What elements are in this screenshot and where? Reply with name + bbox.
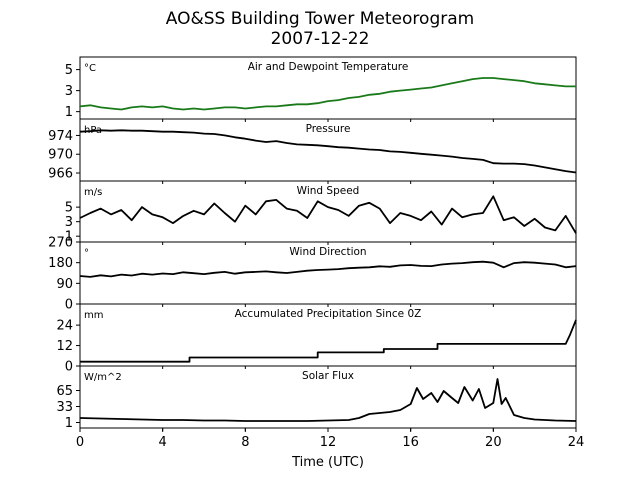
series-line-1 <box>80 319 577 363</box>
series-line-1 <box>79 260 577 278</box>
panel-5: 0 12 24 mm Accumulated Precipitation Since 0… <box>56 303 577 375</box>
y-tick-label: 33 <box>56 400 73 415</box>
chart-subtitle: 2007-12-22 <box>271 29 370 49</box>
x-tick-label: 20 <box>485 435 502 450</box>
x-axis: 0 4 8 12 16 20 24 <box>76 428 584 450</box>
y-tick-label: 3 <box>65 215 73 230</box>
y-tick-label: 1 <box>65 105 73 120</box>
unit-label: m/s <box>84 187 102 198</box>
panel-title: Wind Direction <box>289 246 366 258</box>
chart-title: AO&SS Building Tower Meteorogram <box>166 9 474 29</box>
y-tick-label: 5 <box>65 63 73 78</box>
panel-1: 1 3 5 °C Air and Dewpoint Temperature <box>65 56 577 122</box>
series-line-1 <box>79 378 577 422</box>
y-tick-label: 974 <box>48 129 73 144</box>
x-tick-label: 0 <box>76 435 84 450</box>
unit-label: °C <box>84 63 96 74</box>
y-tick-label: 3 <box>65 84 73 99</box>
series-line-1 <box>79 77 576 111</box>
x-tick-label: 12 <box>320 435 337 450</box>
y-tick-label: 24 <box>56 319 73 334</box>
y-tick-label: 966 <box>48 167 73 182</box>
y-tick-label: 90 <box>56 277 73 292</box>
panel-title: Solar Flux <box>302 370 354 382</box>
panels-group: 135 °C Air and Dewpoint Temperature9669709… <box>48 56 577 431</box>
y-tick-label: 1 <box>65 230 73 245</box>
y-tick-label: 180 <box>48 256 73 271</box>
panel-title: Wind Speed <box>297 185 360 197</box>
panel-3: 135 m/s Wind Speed <box>65 180 577 245</box>
y-tick-label: 5 <box>65 201 73 216</box>
y-tick-label: 65 <box>56 384 73 399</box>
unit-label: W/m^2 <box>84 372 122 383</box>
y-tick-label: 270 <box>48 236 73 251</box>
series-line-1 <box>79 129 577 174</box>
y-tick-label: 0 <box>65 360 73 375</box>
x-tick-label: 8 <box>241 435 249 450</box>
x-tick-label: 4 <box>159 435 167 450</box>
x-axis-title: Time (UTC) <box>291 455 364 470</box>
x-tick-label: 16 <box>402 435 419 450</box>
series-line-1 <box>79 195 577 234</box>
panel-title: Accumulated Precipitation Since 0Z <box>235 308 422 320</box>
panel-title: Air and Dewpoint Temperature <box>248 61 409 73</box>
y-tick-label: 970 <box>48 148 73 163</box>
y-tick-label: 0 <box>65 298 73 313</box>
panel-title: Pressure <box>306 123 351 135</box>
y-tick-label: 1 <box>65 416 73 431</box>
unit-label: mm <box>84 310 103 321</box>
panel-4: 0 90 180 270 ° Wind Direction <box>48 236 577 313</box>
unit-label: ° <box>84 248 89 259</box>
x-tick-label: 24 <box>568 435 585 450</box>
y-tick-label: 12 <box>56 339 73 354</box>
